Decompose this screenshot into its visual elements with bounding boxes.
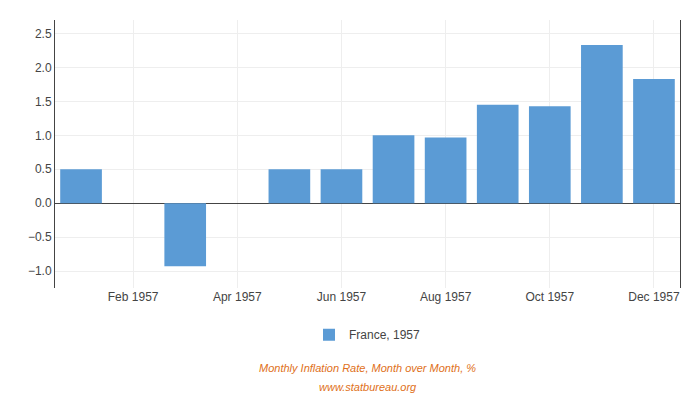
svg-text:Feb 1957: Feb 1957 [108,290,159,304]
svg-text:1.0: 1.0 [35,129,52,143]
svg-text:Dec 1957: Dec 1957 [628,290,680,304]
svg-text:Apr 1957: Apr 1957 [213,290,262,304]
svg-text:−1.0: −1.0 [28,264,52,278]
svg-text:0.0: 0.0 [35,196,52,210]
svg-text:France, 1957: France, 1957 [349,328,420,342]
svg-text:Jun 1957: Jun 1957 [317,290,367,304]
svg-text:Aug 1957: Aug 1957 [420,290,472,304]
svg-text:2.0: 2.0 [35,61,52,75]
svg-text:Oct 1957: Oct 1957 [525,290,574,304]
svg-text:−0.5: −0.5 [28,230,52,244]
svg-text:0.5: 0.5 [35,162,52,176]
svg-text:1.5: 1.5 [35,95,52,109]
svg-text:2.5: 2.5 [35,27,52,41]
svg-text:www.statbureau.org: www.statbureau.org [319,381,417,393]
svg-text:Monthly Inflation Rate, Month: Monthly Inflation Rate, Month over Month… [259,362,476,374]
